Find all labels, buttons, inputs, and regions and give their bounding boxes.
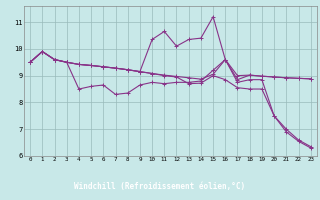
Text: Windchill (Refroidissement éolien,°C): Windchill (Refroidissement éolien,°C) bbox=[75, 182, 245, 191]
